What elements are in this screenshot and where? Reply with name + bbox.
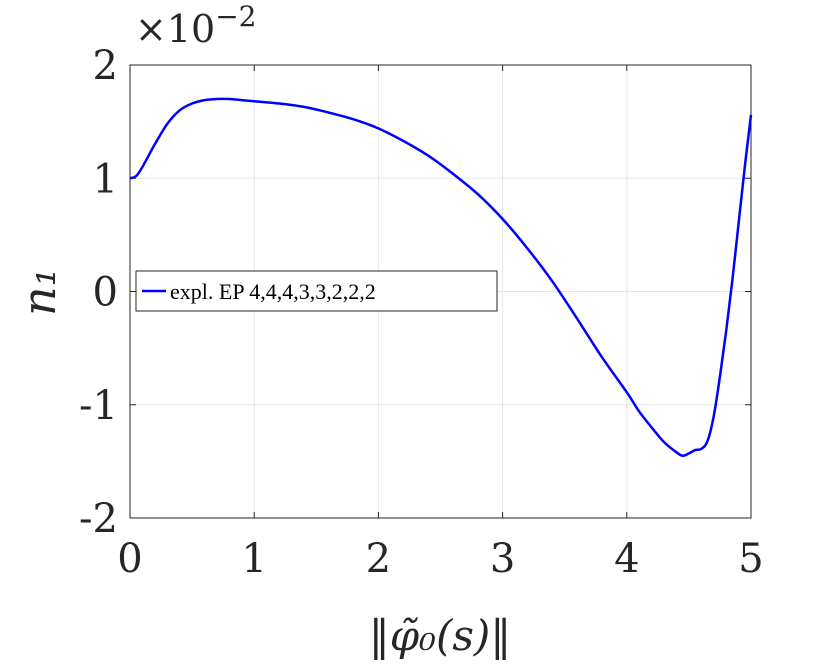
y-axis-ticks: -2 -1 0 1 2 xyxy=(79,43,751,542)
x-tick-label: 0 xyxy=(117,536,142,582)
y-axis-label: n₁ xyxy=(12,268,66,316)
y-tick-label: -1 xyxy=(79,383,118,429)
legend-entry-label: expl. EP 4,4,4,3,3,2,2,2 xyxy=(170,279,376,304)
series-line-0 xyxy=(129,97,753,457)
y-multiplier-exponent: −2 xyxy=(215,0,256,33)
y-axis-multiplier: ×10−2 xyxy=(135,0,256,51)
x-tick-label: 2 xyxy=(366,536,391,582)
legend: expl. EP 4,4,4,3,3,2,2,2 xyxy=(135,270,498,312)
x-axis-label: ‖φ̃₀(s)‖ xyxy=(369,611,512,660)
series-layer xyxy=(129,97,753,457)
y-multiplier-base: ×10 xyxy=(135,7,215,51)
x-tick-label: 1 xyxy=(241,536,266,582)
y-tick-label: 0 xyxy=(93,270,118,316)
x-tick-label: 3 xyxy=(490,536,515,582)
y-tick-label: -2 xyxy=(79,496,118,542)
x-tick-label: 4 xyxy=(614,536,639,582)
x-tick-label: 5 xyxy=(738,536,763,582)
legend-box xyxy=(135,270,498,312)
y-tick-label: 2 xyxy=(93,43,118,89)
x-axis-ticks: 0 1 2 3 4 5 xyxy=(117,65,764,582)
y-tick-label: 1 xyxy=(93,156,118,202)
